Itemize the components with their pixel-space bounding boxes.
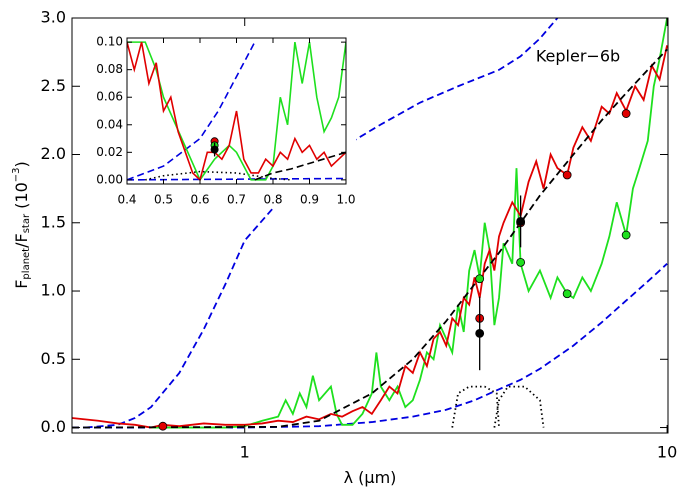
line-series [72, 48, 668, 429]
x-label-part: λ ( [344, 468, 365, 487]
x-label-part: μ [364, 468, 374, 487]
line-series [254, 151, 346, 181]
annotation: Kepler−6b [536, 47, 620, 66]
y-label-part: /F [12, 233, 31, 248]
y-tick-label: 1.5 [41, 212, 66, 231]
x-tick-label: 1.0 [336, 193, 355, 207]
y-tick-label: 1.0 [41, 281, 66, 300]
data-point [475, 274, 485, 284]
line-series [127, 41, 256, 181]
line-series [127, 41, 346, 182]
line-series [72, 263, 668, 429]
data-point [621, 230, 631, 240]
y-label-part: star [21, 213, 32, 233]
data-point [475, 328, 485, 338]
y-axis-label: Fplanet/Fstar (10−3) [11, 161, 32, 289]
y-tick-label: 0.06 [96, 90, 123, 104]
y-tick-label: 0.10 [96, 35, 123, 49]
x-tick-label: 0.7 [227, 193, 246, 207]
plot-area [127, 41, 346, 182]
y-label-part: −3 [11, 167, 22, 182]
y-tick-label: 0.5 [41, 349, 66, 368]
line-series [451, 385, 500, 428]
x-tick-label: 0.5 [154, 193, 173, 207]
plot-frame [71, 17, 669, 434]
x-axis-label: λ (μm) [344, 468, 397, 487]
data-point [562, 289, 572, 299]
data-point [210, 145, 219, 154]
x-label-part: m) [375, 468, 397, 487]
y-tick-label: 2.5 [41, 76, 66, 95]
data-point [621, 109, 631, 118]
inset-chart: 0.4 0.5 0.6 0.7 0.8 0.9 1.0 0.00 0.02 0.04 0.06 0.0… [82, 32, 356, 208]
x-tick-label: 10 [657, 443, 677, 462]
x-tick-label: 1 [240, 443, 250, 462]
plot-area [72, 18, 668, 429]
line-series [151, 18, 668, 429]
inset-background [82, 32, 356, 208]
y-label-part: planet [21, 248, 32, 280]
y-tick-label: 3.0 [41, 8, 66, 27]
y-label-part: F [12, 280, 31, 289]
y-tick-label: 0.02 [96, 145, 123, 159]
y-label-part: (10 [12, 182, 31, 214]
y-tick-label: 0.04 [96, 117, 123, 131]
data-point [562, 170, 572, 180]
data-point [516, 257, 526, 267]
y-tick-label: 0.00 [96, 172, 123, 186]
line-series [145, 170, 292, 181]
line-series [72, 45, 668, 429]
main-chart: 1 10 0.0 0.5 1.0 1.5 2.0 2.5 3.0 [41, 8, 678, 462]
y-tick-label: 0.0 [41, 417, 66, 436]
y-tick-label: 2.0 [41, 144, 66, 163]
x-tick-label: 0.9 [300, 193, 319, 207]
line-series [127, 41, 346, 182]
y-label-part: ) [12, 161, 31, 167]
y-tick-label: 0.08 [96, 62, 123, 76]
x-tick-label: 0.6 [190, 193, 209, 207]
x-tick-label: 0.8 [263, 193, 282, 207]
x-tick-label: 0.4 [117, 193, 136, 207]
data-point [516, 217, 526, 226]
data-point [158, 421, 168, 431]
line-series [493, 385, 545, 428]
